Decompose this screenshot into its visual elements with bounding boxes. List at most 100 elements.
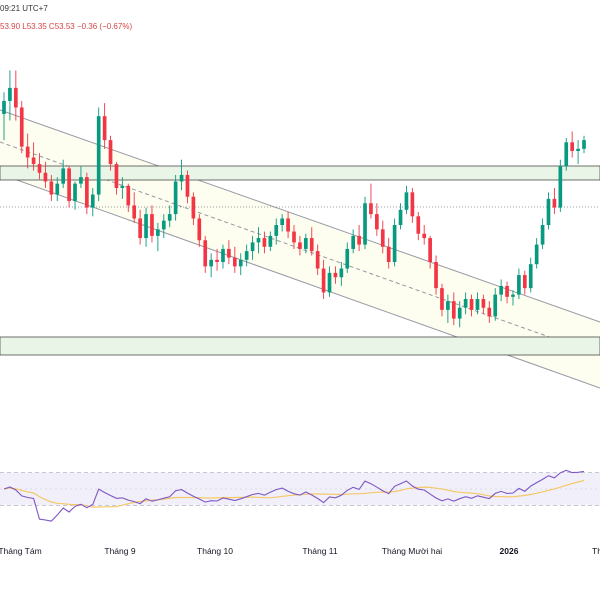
candle (161, 214, 166, 239)
candle (487, 301, 492, 323)
resistance-zone (0, 165, 600, 181)
candle (505, 281, 509, 304)
candle (451, 292, 456, 326)
candle (434, 255, 438, 295)
candle (144, 207, 148, 247)
candle (457, 301, 462, 328)
candle (31, 142, 36, 171)
x-tick-label: Tháng Mười hai (382, 546, 443, 556)
candle (67, 166, 71, 208)
candle (55, 177, 60, 202)
candle (304, 233, 308, 254)
candle (475, 292, 480, 315)
candlestick-series (2, 70, 586, 328)
candle (14, 70, 18, 121)
candle (286, 211, 290, 239)
candle (380, 220, 385, 254)
candle (262, 231, 267, 254)
candle (203, 235, 208, 273)
candle (179, 159, 184, 191)
x-tick-label: Thán (592, 546, 600, 556)
candle (298, 235, 302, 256)
candle (102, 103, 107, 149)
candle (369, 183, 373, 219)
candle (499, 279, 503, 302)
candle (404, 185, 409, 215)
candle (469, 294, 474, 317)
candle (43, 161, 48, 188)
candle (244, 244, 249, 267)
candle (238, 253, 243, 276)
candle (280, 214, 284, 232)
candle (61, 159, 66, 188)
candle (150, 205, 154, 243)
x-tick-label: Tháng 10 (197, 546, 233, 556)
candle (90, 188, 95, 217)
candle (410, 188, 415, 223)
channel-upper-line (0, 109, 600, 323)
candle (185, 170, 190, 204)
candle (363, 196, 367, 249)
candle (416, 211, 421, 241)
candle (156, 222, 160, 252)
candle (327, 266, 332, 297)
header-time: 09:21 UTC+7 (0, 4, 48, 13)
candle (315, 244, 320, 276)
candle (191, 192, 196, 225)
candle (345, 242, 350, 273)
x-tick-label: Tháng Tám (0, 546, 42, 556)
candle (25, 133, 30, 169)
candle (493, 288, 498, 321)
candle (546, 192, 551, 230)
candle (351, 229, 356, 254)
rsi-pane (0, 469, 600, 522)
candle (138, 209, 142, 245)
candle (8, 70, 12, 121)
x-tick-label: Tháng 9 (104, 546, 135, 556)
candle (37, 153, 42, 180)
candle (268, 231, 273, 252)
support-zone (0, 336, 600, 356)
candle (197, 214, 202, 247)
candle (511, 290, 515, 306)
candle (120, 177, 125, 199)
candle (227, 240, 231, 265)
rsi-line (3, 469, 585, 522)
candle (321, 259, 326, 299)
candle (309, 227, 314, 256)
candle (274, 218, 279, 245)
candle (108, 135, 113, 171)
candle (126, 183, 131, 212)
candle (558, 159, 563, 212)
candle (522, 270, 527, 295)
candle (528, 257, 533, 293)
candle (392, 218, 397, 267)
candle (333, 266, 338, 284)
candle (576, 140, 580, 165)
candle (79, 166, 83, 188)
candle (292, 225, 296, 249)
candle (232, 246, 237, 273)
candle (221, 244, 225, 269)
channel-lower-line (0, 173, 600, 389)
candle (386, 238, 391, 269)
candle (96, 107, 101, 202)
candle (446, 294, 450, 323)
candle (422, 225, 427, 245)
candle (517, 268, 521, 299)
candle (440, 283, 444, 317)
candle (2, 92, 6, 141)
candle (564, 137, 569, 171)
support-resistance-zones (0, 165, 600, 356)
candle (552, 188, 557, 215)
candle (49, 174, 54, 202)
ohlc-readout: 53.90 L53.35 C53.53 −0.36 (−0.67%) (0, 22, 133, 31)
candle (534, 238, 539, 269)
candle (375, 203, 379, 236)
candle (73, 181, 77, 210)
candle (463, 292, 468, 315)
candle (540, 218, 545, 249)
candle (173, 174, 178, 221)
